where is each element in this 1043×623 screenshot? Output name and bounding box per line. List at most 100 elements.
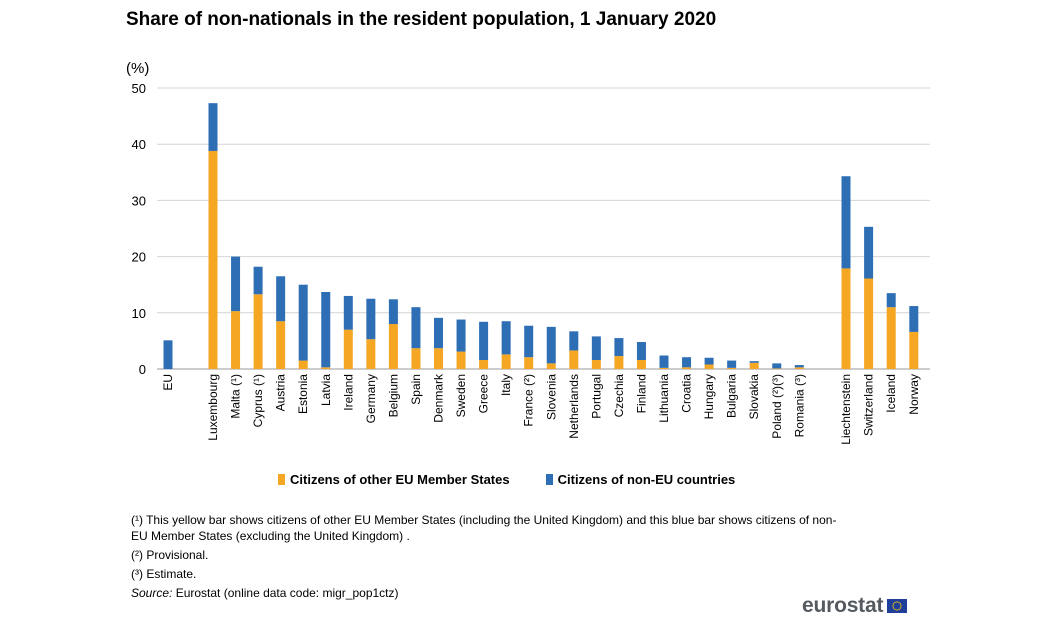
bar-non-eu-citizens — [524, 325, 534, 358]
bar-non-eu-citizens — [772, 363, 782, 369]
legend-label-eu: Citizens of other EU Member States — [290, 472, 510, 487]
bar-eu-citizens — [749, 362, 759, 369]
bar-eu-citizens — [727, 367, 737, 369]
bar-eu-citizens — [231, 311, 241, 369]
x-tick-label: Romania (³) — [792, 374, 806, 437]
bar-eu-citizens — [388, 324, 398, 369]
bar-eu-citizens — [841, 268, 851, 369]
legend-label-non-eu: Citizens of non-EU countries — [557, 472, 736, 487]
x-tick-label: Italy — [499, 374, 513, 396]
bar-non-eu-citizens — [614, 338, 624, 357]
x-tick-label: Austria — [274, 374, 288, 412]
bar-non-eu-citizens — [591, 336, 601, 361]
x-tick-label: Cyprus (¹) — [251, 374, 265, 427]
x-tick-label: Liechtenstein — [839, 374, 853, 445]
logo-text: eurostat — [802, 594, 884, 617]
eu-flag-icon — [887, 599, 908, 613]
bar-eu-citizens — [864, 278, 874, 369]
eurostat-logo: eurostat — [802, 594, 908, 618]
legend: Citizens of other EU Member States Citiz… — [278, 472, 735, 487]
x-tick-label: Norway — [907, 374, 921, 415]
chart-title: Share of non-nationals in the resident p… — [126, 9, 717, 30]
bar-non-eu-citizens — [343, 295, 353, 330]
bar-non-eu-citizens — [163, 340, 173, 369]
bar-eu-citizens — [794, 367, 804, 369]
x-tick-label: Spain — [409, 374, 423, 405]
bar-non-eu-citizens — [321, 292, 331, 368]
bar-non-eu-citizens — [298, 284, 308, 361]
bar-eu-citizens — [343, 329, 353, 369]
source-text: Eurostat (online data code: migr_pop1ctz… — [175, 586, 399, 600]
unit-label: (%) — [126, 60, 150, 77]
bar-non-eu-citizens — [276, 276, 286, 322]
bar-non-eu-citizens — [434, 317, 443, 349]
x-tick-label: Denmark — [432, 373, 446, 423]
source-label: Source: — [131, 586, 173, 600]
x-tick-label: Malta (¹) — [229, 374, 243, 419]
source-line: Source: Eurostat (online data code: migr… — [131, 585, 851, 601]
bar-non-eu-citizens — [546, 326, 556, 364]
bar-non-eu-citizens — [208, 103, 218, 151]
bar-eu-citizens — [501, 354, 511, 369]
bar-non-eu-citizens — [366, 298, 376, 340]
legend-swatch-eu — [278, 474, 285, 485]
x-tick-label: Greece — [477, 374, 491, 414]
bar-eu-citizens — [366, 339, 376, 369]
bar-eu-citizens — [591, 360, 601, 369]
bar-eu-citizens — [479, 360, 489, 369]
bar-non-eu-citizens — [841, 176, 851, 269]
footnote-2: (²) Provisional. — [131, 548, 209, 562]
x-tick-label: France (²) — [522, 374, 536, 427]
bar-eu-citizens — [276, 321, 286, 369]
legend-item-non-eu: Citizens of non-EU countries — [545, 472, 736, 487]
footnote-1: (¹) This yellow bar shows citizens of ot… — [131, 513, 837, 543]
x-tick-label: Slovenia — [544, 374, 558, 420]
x-tick-label: EU — [161, 374, 175, 391]
bar-eu-citizens — [411, 348, 421, 369]
bar-non-eu-citizens — [388, 299, 398, 325]
y-tick-label: 0 — [139, 362, 146, 377]
y-tick-label: 20 — [132, 250, 146, 265]
x-tick-label: Netherlands — [567, 374, 581, 439]
footnote-3: (³) Estimate. — [131, 567, 197, 581]
bar-eu-citizens — [434, 348, 443, 369]
bar-non-eu-citizens — [569, 331, 579, 351]
bar-eu-citizens — [636, 360, 646, 369]
y-tick-label: 40 — [132, 137, 146, 152]
x-tick-label: Lithuania — [657, 374, 671, 423]
bar-eu-citizens — [298, 360, 308, 369]
x-tick-label: Sweden — [454, 374, 468, 417]
bar-eu-citizens — [659, 367, 669, 369]
bar-eu-citizens — [321, 367, 331, 369]
bar-non-eu-citizens — [727, 360, 737, 368]
bar-eu-citizens — [524, 357, 534, 369]
bar-non-eu-citizens — [636, 342, 646, 361]
bar-non-eu-citizens — [659, 355, 669, 368]
x-tick-label: Estonia — [296, 374, 310, 414]
x-tick-label: Bulgaria — [725, 374, 739, 418]
footnotes: (¹) This yellow bar shows citizens of ot… — [131, 512, 851, 604]
x-tick-label: Finland — [634, 374, 648, 413]
bar-non-eu-citizens — [501, 321, 511, 355]
x-tick-label: Croatia — [680, 374, 694, 413]
bar-eu-citizens — [772, 368, 782, 369]
legend-swatch-non-eu — [545, 474, 553, 485]
x-tick-label: Ireland — [341, 374, 355, 411]
bar-non-eu-citizens — [479, 321, 489, 361]
bar-non-eu-citizens — [794, 365, 804, 368]
bar-non-eu-citizens — [456, 319, 466, 352]
x-tick-label: Switzerland — [862, 374, 876, 436]
x-tick-label: Slovakia — [747, 374, 761, 420]
y-tick-label: 10 — [132, 306, 146, 321]
bar-non-eu-citizens — [253, 266, 263, 295]
bar-eu-citizens — [253, 294, 263, 369]
bar-eu-citizens — [208, 150, 218, 369]
bar-eu-citizens — [569, 350, 579, 369]
x-tick-label: Germany — [364, 374, 378, 423]
bar-eu-citizens — [909, 331, 919, 369]
y-tick-label: 30 — [132, 193, 146, 208]
bar-non-eu-citizens — [682, 357, 692, 368]
bar-eu-citizens — [886, 307, 896, 369]
y-tick-label: 50 — [132, 81, 146, 96]
x-tick-label: Latvia — [319, 374, 333, 406]
